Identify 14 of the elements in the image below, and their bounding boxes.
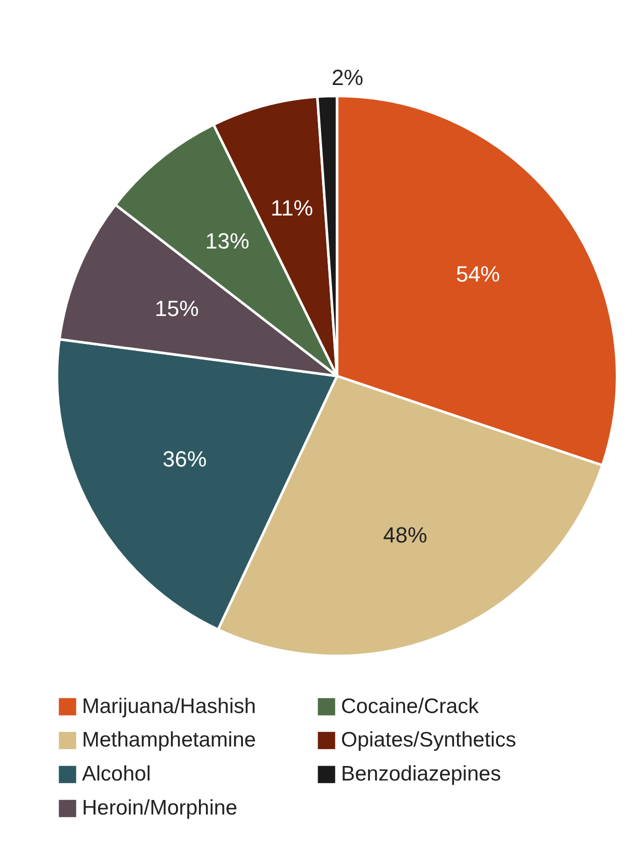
legend-label: Alcohol <box>82 762 151 786</box>
legend-label: Benzodiazepines <box>341 762 501 786</box>
legend-label: Marijuana/Hashish <box>82 694 256 718</box>
legend-label: Opiates/Synthetics <box>341 728 516 752</box>
data-label: 15% <box>154 296 199 322</box>
data-label: 13% <box>205 228 250 254</box>
data-label: 54% <box>456 262 500 287</box>
data-label: 36% <box>162 446 207 472</box>
data-label: 48% <box>383 522 428 548</box>
data-label: 11% <box>270 195 314 220</box>
legend-label: Cocaine/Crack <box>341 694 480 718</box>
data-label: 2% <box>332 65 364 90</box>
legend-label: Heroin/Morphine <box>82 796 238 820</box>
legend-label: Methamphetamine <box>82 728 256 752</box>
